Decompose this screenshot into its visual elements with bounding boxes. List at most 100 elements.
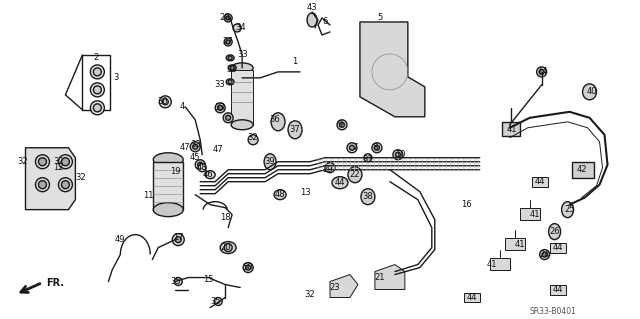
Circle shape xyxy=(61,181,69,189)
Text: 33: 33 xyxy=(227,65,237,74)
Text: 38: 38 xyxy=(362,192,373,201)
Polygon shape xyxy=(375,264,405,290)
Text: 12: 12 xyxy=(53,163,64,172)
Circle shape xyxy=(347,143,357,153)
Circle shape xyxy=(38,181,47,189)
Text: 21: 21 xyxy=(374,273,385,282)
Text: 44: 44 xyxy=(552,285,563,294)
Text: 43: 43 xyxy=(307,4,317,12)
Text: 49: 49 xyxy=(115,235,125,244)
Text: 2: 2 xyxy=(93,53,99,63)
Text: 5: 5 xyxy=(377,13,383,22)
Circle shape xyxy=(339,122,344,127)
Text: 41: 41 xyxy=(506,125,517,134)
Ellipse shape xyxy=(288,121,302,139)
Ellipse shape xyxy=(361,189,375,205)
Text: FR.: FR. xyxy=(47,278,65,287)
Ellipse shape xyxy=(231,63,253,73)
Text: 23: 23 xyxy=(330,283,340,292)
Ellipse shape xyxy=(582,84,596,100)
Text: 26: 26 xyxy=(549,227,560,236)
Text: 37: 37 xyxy=(290,125,300,134)
Text: 47: 47 xyxy=(213,145,223,154)
Ellipse shape xyxy=(220,241,236,254)
Ellipse shape xyxy=(226,55,234,61)
Ellipse shape xyxy=(561,202,573,218)
Text: 41: 41 xyxy=(529,210,540,219)
Bar xyxy=(490,257,509,270)
Circle shape xyxy=(175,237,181,242)
Circle shape xyxy=(90,65,104,79)
Circle shape xyxy=(195,160,205,170)
Circle shape xyxy=(93,104,101,112)
Ellipse shape xyxy=(153,153,183,167)
Text: 48: 48 xyxy=(275,190,285,199)
Text: 32: 32 xyxy=(17,157,28,166)
Circle shape xyxy=(193,144,198,149)
Circle shape xyxy=(218,105,223,110)
Circle shape xyxy=(224,244,232,252)
Text: 45: 45 xyxy=(190,153,200,162)
Circle shape xyxy=(38,158,47,166)
Circle shape xyxy=(226,16,230,20)
Ellipse shape xyxy=(348,167,362,183)
Text: 48: 48 xyxy=(197,163,207,172)
Circle shape xyxy=(90,83,104,97)
Text: 32: 32 xyxy=(53,157,64,166)
Text: 33: 33 xyxy=(190,140,200,149)
Text: 25: 25 xyxy=(564,205,575,214)
Text: 33: 33 xyxy=(237,50,248,59)
Circle shape xyxy=(364,154,372,162)
Text: 39: 39 xyxy=(265,157,275,166)
Circle shape xyxy=(159,96,172,108)
Ellipse shape xyxy=(153,203,183,217)
Text: 20: 20 xyxy=(220,243,230,252)
Circle shape xyxy=(223,113,233,123)
Circle shape xyxy=(243,263,253,272)
Circle shape xyxy=(172,234,184,246)
Circle shape xyxy=(540,249,550,260)
Circle shape xyxy=(35,178,49,192)
Bar xyxy=(550,242,566,253)
Circle shape xyxy=(90,101,104,115)
Circle shape xyxy=(214,298,222,306)
Text: 35: 35 xyxy=(210,297,221,306)
Ellipse shape xyxy=(230,66,234,70)
Text: 19: 19 xyxy=(170,167,180,176)
Circle shape xyxy=(35,155,49,169)
Circle shape xyxy=(174,278,182,286)
Bar xyxy=(550,285,566,294)
Ellipse shape xyxy=(226,79,234,85)
Text: 3: 3 xyxy=(114,73,119,82)
Circle shape xyxy=(163,99,168,105)
Circle shape xyxy=(224,14,232,22)
Text: 13: 13 xyxy=(300,188,310,197)
Ellipse shape xyxy=(271,113,285,131)
Text: 32: 32 xyxy=(305,290,316,299)
Ellipse shape xyxy=(332,177,348,189)
Text: 44: 44 xyxy=(335,178,345,187)
Circle shape xyxy=(233,24,241,32)
Circle shape xyxy=(93,68,101,76)
Text: 50: 50 xyxy=(243,263,253,272)
Bar xyxy=(532,177,548,187)
Text: 14: 14 xyxy=(538,67,548,76)
Text: 24: 24 xyxy=(540,250,550,259)
Text: 44: 44 xyxy=(534,177,545,186)
Text: 35: 35 xyxy=(170,277,180,286)
Ellipse shape xyxy=(307,13,317,27)
Circle shape xyxy=(190,142,200,152)
Polygon shape xyxy=(360,22,425,117)
Circle shape xyxy=(542,252,547,257)
Ellipse shape xyxy=(274,190,286,200)
Text: 33: 33 xyxy=(215,103,225,112)
Text: 41: 41 xyxy=(486,260,497,269)
Text: 8: 8 xyxy=(372,143,378,152)
Circle shape xyxy=(224,38,232,46)
Circle shape xyxy=(198,162,203,167)
Text: 22: 22 xyxy=(349,170,360,179)
Ellipse shape xyxy=(228,56,232,60)
Text: 30: 30 xyxy=(157,97,168,106)
Circle shape xyxy=(226,115,230,120)
Text: 1: 1 xyxy=(292,57,298,66)
